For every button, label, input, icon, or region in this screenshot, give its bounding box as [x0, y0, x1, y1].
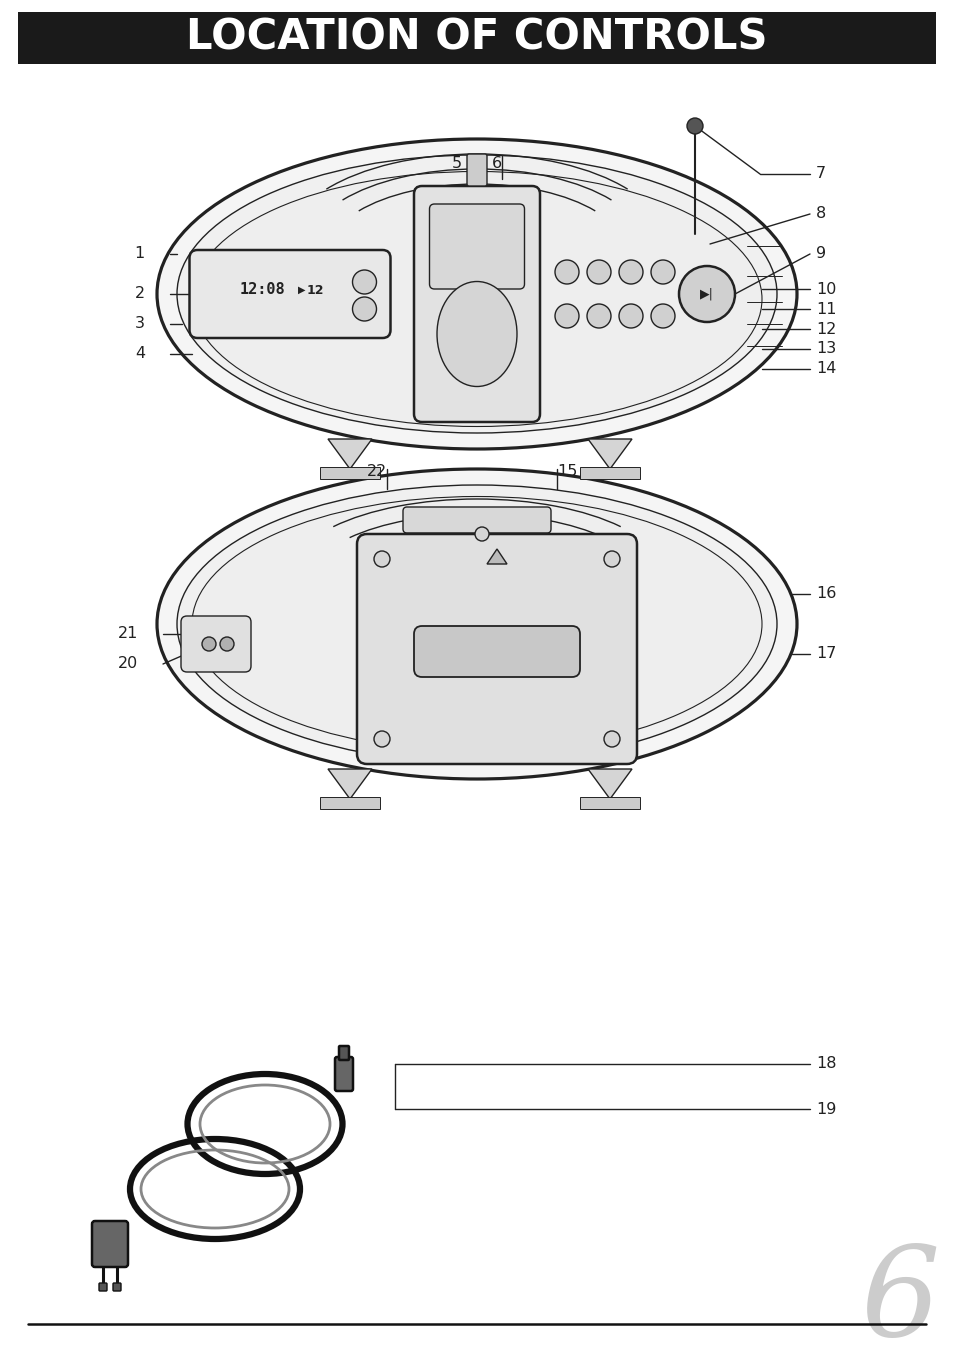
Text: LOCATION OF CONTROLS: LOCATION OF CONTROLS [186, 18, 767, 60]
Text: 5: 5 [452, 156, 461, 171]
Circle shape [202, 636, 215, 651]
FancyBboxPatch shape [429, 204, 524, 288]
Text: 19: 19 [815, 1102, 836, 1117]
Text: 3: 3 [135, 317, 145, 332]
FancyBboxPatch shape [190, 250, 390, 338]
Circle shape [679, 265, 734, 322]
Text: 13: 13 [815, 341, 836, 356]
Bar [579, 467, 639, 479]
FancyBboxPatch shape [99, 1284, 107, 1290]
Circle shape [555, 305, 578, 328]
Polygon shape [328, 439, 372, 468]
Ellipse shape [192, 497, 761, 751]
FancyBboxPatch shape [467, 154, 486, 185]
Circle shape [650, 305, 675, 328]
Text: 16: 16 [815, 586, 836, 601]
Polygon shape [328, 769, 372, 799]
Text: 6: 6 [860, 1242, 939, 1354]
Ellipse shape [192, 172, 761, 427]
FancyBboxPatch shape [112, 1284, 121, 1290]
FancyBboxPatch shape [91, 1221, 128, 1267]
Text: 12: 12 [815, 321, 836, 337]
Text: ▶: ▶ [298, 284, 305, 295]
Text: 10: 10 [815, 282, 836, 297]
Circle shape [374, 551, 390, 567]
Text: 2: 2 [134, 287, 145, 302]
Polygon shape [486, 548, 506, 565]
Text: ▶|: ▶| [700, 287, 713, 301]
Text: 9: 9 [815, 246, 825, 261]
Text: 14: 14 [815, 362, 836, 376]
FancyBboxPatch shape [402, 506, 551, 533]
Bar [18, 12, 935, 64]
FancyBboxPatch shape [414, 626, 579, 677]
Text: 17: 17 [815, 646, 836, 662]
Circle shape [686, 118, 702, 134]
Text: 8: 8 [815, 207, 825, 222]
Circle shape [603, 731, 619, 747]
Ellipse shape [177, 485, 776, 764]
Circle shape [650, 260, 675, 284]
Text: 11: 11 [815, 302, 836, 317]
Circle shape [603, 551, 619, 567]
FancyBboxPatch shape [338, 1047, 349, 1060]
Circle shape [374, 731, 390, 747]
Text: 12: 12 [306, 283, 323, 297]
Circle shape [618, 260, 642, 284]
FancyBboxPatch shape [181, 616, 251, 672]
Bar [319, 798, 379, 808]
Ellipse shape [436, 282, 517, 386]
Circle shape [220, 636, 233, 651]
Text: 21: 21 [117, 627, 138, 642]
Polygon shape [587, 769, 631, 799]
FancyBboxPatch shape [414, 185, 539, 422]
Text: 12:08: 12:08 [239, 283, 285, 298]
Text: 15: 15 [557, 464, 577, 479]
Circle shape [618, 305, 642, 328]
Text: 20: 20 [117, 657, 138, 672]
Polygon shape [587, 439, 631, 468]
Bar [319, 467, 379, 479]
Circle shape [475, 527, 489, 542]
FancyBboxPatch shape [356, 533, 637, 764]
Text: 6: 6 [492, 156, 501, 171]
Circle shape [555, 260, 578, 284]
FancyBboxPatch shape [335, 1057, 353, 1091]
Text: 18: 18 [815, 1056, 836, 1071]
Text: 7: 7 [815, 167, 825, 181]
Ellipse shape [157, 139, 796, 450]
Bar [579, 798, 639, 808]
Ellipse shape [177, 154, 776, 433]
Circle shape [586, 260, 610, 284]
Text: 1: 1 [134, 246, 145, 261]
Text: 22: 22 [367, 464, 387, 479]
Ellipse shape [157, 468, 796, 779]
Text: 4: 4 [134, 347, 145, 362]
Circle shape [352, 297, 376, 321]
Circle shape [352, 269, 376, 294]
Circle shape [586, 305, 610, 328]
